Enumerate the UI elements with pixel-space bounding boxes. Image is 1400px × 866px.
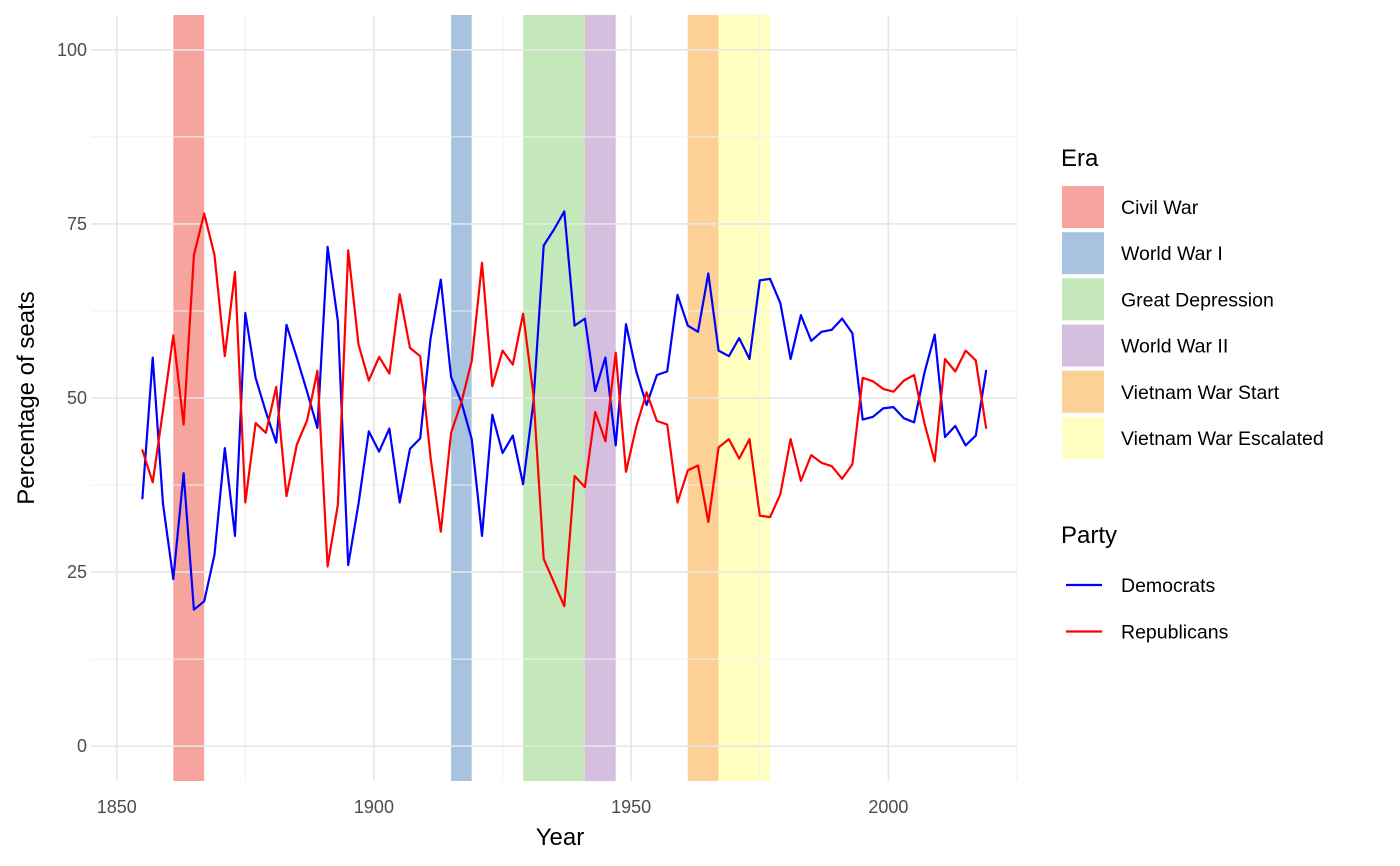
x-axis-title: Year — [536, 824, 585, 851]
era-legend-label: Vietnam War Escalated — [1121, 428, 1324, 450]
x-tick-label: 1850 — [97, 797, 137, 817]
era-legend-label: Great Depression — [1121, 289, 1274, 311]
era-legend-key-great-depression — [1062, 278, 1104, 321]
era-legend-key-world-war-ii — [1062, 324, 1104, 367]
era-legend-label: World War II — [1121, 336, 1228, 358]
series-line-republicans — [141, 212, 988, 608]
era-legend-label: Civil War — [1121, 197, 1199, 219]
series-line-democrats — [141, 210, 988, 611]
party-legend: Party Democrats Republicans — [1061, 522, 1229, 644]
y-tick-labels: 0 25 50 75 100 — [57, 40, 87, 756]
era-legend-key-civil-war — [1062, 186, 1104, 228]
party-legend-title: Party — [1061, 522, 1117, 549]
series-lines — [141, 210, 988, 611]
party-legend-label: Democrats — [1121, 575, 1216, 597]
y-tick-label: 75 — [67, 214, 87, 234]
era-legend-title: Era — [1061, 145, 1099, 172]
y-tick-label: 100 — [57, 40, 87, 60]
era-legend-key-world-war-i — [1062, 232, 1104, 275]
y-axis-title: Percentage of seats — [13, 291, 40, 504]
x-tick-labels: 1850 1900 1950 2000 — [97, 797, 909, 817]
x-tick-label: 1950 — [611, 797, 651, 817]
y-tick-label: 0 — [77, 736, 87, 756]
x-tick-label: 2000 — [868, 797, 908, 817]
era-legend-key-vietnam-war-escalated — [1062, 417, 1104, 459]
era-legend-key-vietnam-war-start — [1062, 370, 1104, 413]
x-tick-label: 1900 — [354, 797, 394, 817]
era-legend: Era Civil War World War I Great Depression… — [1061, 145, 1324, 459]
y-tick-label: 25 — [67, 562, 87, 582]
party-legend-label: Republicans — [1121, 622, 1229, 644]
era-legend-label: Vietnam War Start — [1121, 382, 1280, 404]
era-legend-label: World War I — [1121, 243, 1223, 265]
y-tick-label: 50 — [67, 388, 87, 408]
